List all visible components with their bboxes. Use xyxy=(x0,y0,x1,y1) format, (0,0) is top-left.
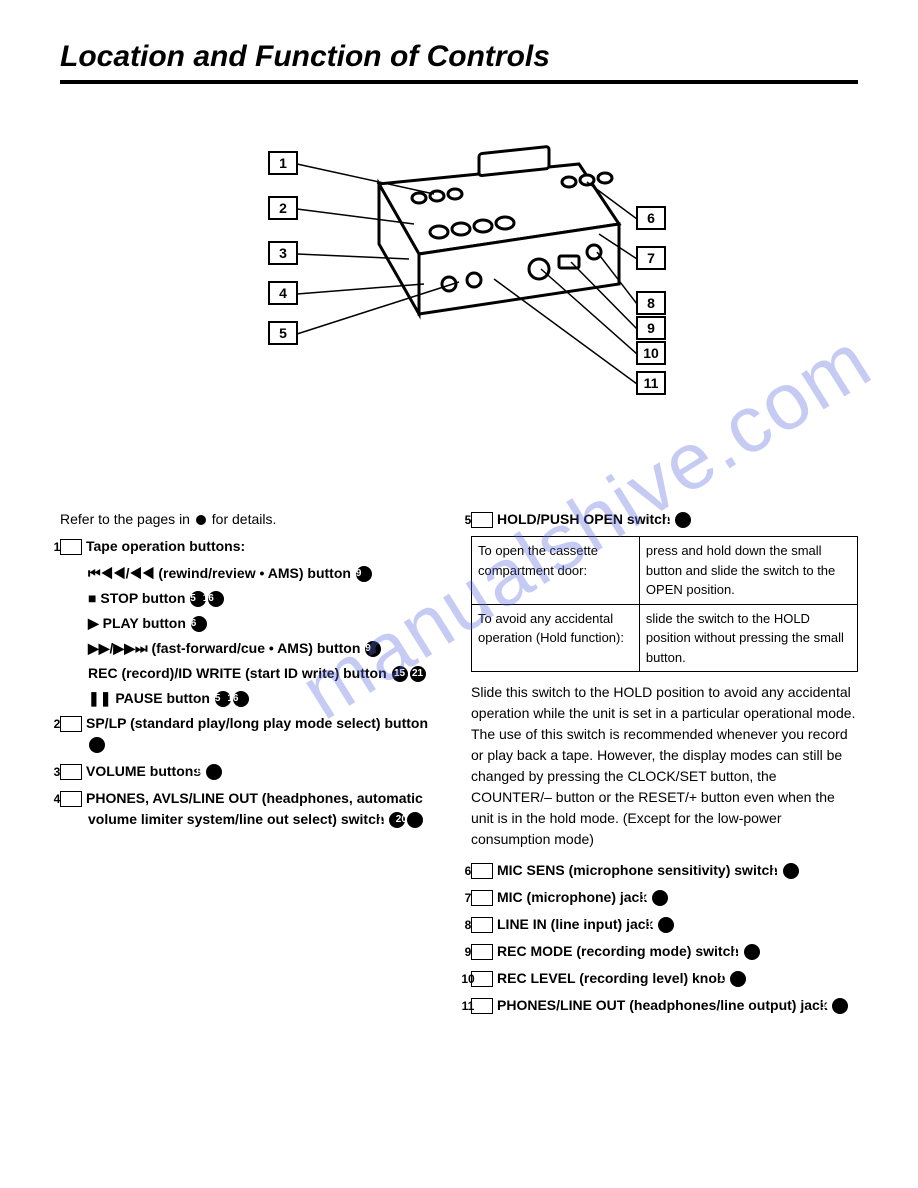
svg-text:8: 8 xyxy=(647,295,655,311)
svg-text:6: 6 xyxy=(647,210,655,226)
page-ref-icon: 16 xyxy=(191,616,207,632)
control-item: 2SP/LP (standard play/long play mode sel… xyxy=(60,713,447,755)
control-subitem: ▶▶/▶▶⏭ (fast-forward/cue • AMS) button 1… xyxy=(88,638,447,659)
page-ref-icon: 21 xyxy=(410,666,426,682)
page-ref-icon: 15 xyxy=(730,971,746,987)
control-item: 3VOLUME buttons 18 xyxy=(60,761,447,782)
svg-text:1: 1 xyxy=(279,155,287,171)
callout-number: 9 xyxy=(471,944,493,960)
svg-text:7: 7 xyxy=(647,250,655,266)
control-subitem: ▶ PLAY button 16 xyxy=(88,613,447,634)
callout-number: 10 xyxy=(471,971,493,987)
callout-number: 11 xyxy=(471,998,493,1014)
control-item: 10REC LEVEL (recording level) knob 15 xyxy=(471,968,858,989)
svg-text:10: 10 xyxy=(643,345,659,361)
page-title: Location and Function of Controls xyxy=(60,40,858,74)
table-row: To open the cassette compartment door:pr… xyxy=(472,537,858,605)
callout-number: 8 xyxy=(471,917,493,933)
page-ref-icon: 16 xyxy=(233,691,249,707)
control-item: 7MIC (microphone) jack 12 xyxy=(471,887,858,908)
transport-icon: ❚❚ xyxy=(88,690,111,706)
control-item: 9REC MODE (recording mode) switch 14 xyxy=(471,941,858,962)
page-ref-icon: 14 xyxy=(744,944,760,960)
page-ref-icon: 16 xyxy=(208,591,224,607)
right-column: 5HOLD/PUSH OPEN switch 11 To open the cas… xyxy=(471,509,858,1022)
callout-number: 6 xyxy=(471,863,493,879)
callout-number: 2 xyxy=(60,716,82,732)
control-item: 5HOLD/PUSH OPEN switch 11 xyxy=(471,509,858,530)
callout-number: 5 xyxy=(471,512,493,528)
control-item: 6MIC SENS (microphone sensitivity) switc… xyxy=(471,860,858,881)
control-subitem: ❚❚ PAUSE button 1516 xyxy=(88,688,447,709)
page-ref-icon: 17 xyxy=(832,998,848,1014)
page-ref-icon: 14 xyxy=(783,863,799,879)
control-item: 1Tape operation buttons: xyxy=(60,536,447,557)
title-rule xyxy=(60,80,858,84)
transport-icon: ⏮◀◀/◀◀ xyxy=(88,565,154,581)
page-ref-icon: 19 xyxy=(365,641,381,657)
page-ref-dot-icon xyxy=(196,515,206,525)
table-row: To avoid any accidental operation (Hold … xyxy=(472,604,858,672)
svg-text:11: 11 xyxy=(644,375,659,391)
page-ref-icon: 11 xyxy=(675,512,691,528)
svg-text:3: 3 xyxy=(279,245,287,261)
page-ref-icon: 18 xyxy=(206,764,222,780)
page-ref-icon: 12 xyxy=(652,890,668,906)
control-item: 8LINE IN (line input) jack 12 xyxy=(471,914,858,935)
device-diagram: 1 2 3 4 5 6 7 8 9 10 11 xyxy=(60,124,858,449)
transport-icon: ▶ xyxy=(88,615,99,631)
svg-text:2: 2 xyxy=(279,200,287,216)
table-cell: slide the switch to the HOLD position wi… xyxy=(639,604,857,672)
svg-text:4: 4 xyxy=(279,285,287,301)
control-item: 4PHONES, AVLS/LINE OUT (headphones, auto… xyxy=(60,788,447,830)
control-item: 11PHONES/LINE OUT (headphones/line outpu… xyxy=(471,995,858,1016)
table-cell: To open the cassette compartment door: xyxy=(472,537,640,605)
content-columns: Refer to the pages in for details. 1Tape… xyxy=(60,509,858,1022)
table-cell: To avoid any accidental operation (Hold … xyxy=(472,604,640,672)
left-column: Refer to the pages in for details. 1Tape… xyxy=(60,509,447,1022)
table-cell: press and hold down the small button and… xyxy=(639,537,857,605)
callout-number: 3 xyxy=(60,764,82,780)
hold-switch-table: To open the cassette compartment door:pr… xyxy=(471,536,858,672)
control-subitem: ■ STOP button 1516 xyxy=(88,588,447,609)
page-ref-icon: 20 xyxy=(407,812,423,828)
page-ref-icon: 19 xyxy=(356,566,372,582)
callout-number: 4 xyxy=(60,791,82,807)
intro-text: Refer to the pages in for details. xyxy=(60,509,447,530)
callout-number: 7 xyxy=(471,890,493,906)
page-ref-icon: 15 xyxy=(392,666,408,682)
transport-icon: ▶▶/▶▶⏭ xyxy=(88,640,148,656)
page-ref-icon: 14 xyxy=(89,737,105,753)
control-subitem: REC (record)/ID WRITE (start ID write) b… xyxy=(88,663,447,684)
page-ref-icon: 12 xyxy=(658,917,674,933)
control-subitem: ⏮◀◀/◀◀ (rewind/review • AMS) button 19 xyxy=(88,563,447,584)
svg-text:9: 9 xyxy=(647,320,655,336)
callout-number: 1 xyxy=(60,539,82,555)
svg-text:5: 5 xyxy=(279,325,287,341)
hold-description: Slide this switch to the HOLD position t… xyxy=(471,682,858,850)
